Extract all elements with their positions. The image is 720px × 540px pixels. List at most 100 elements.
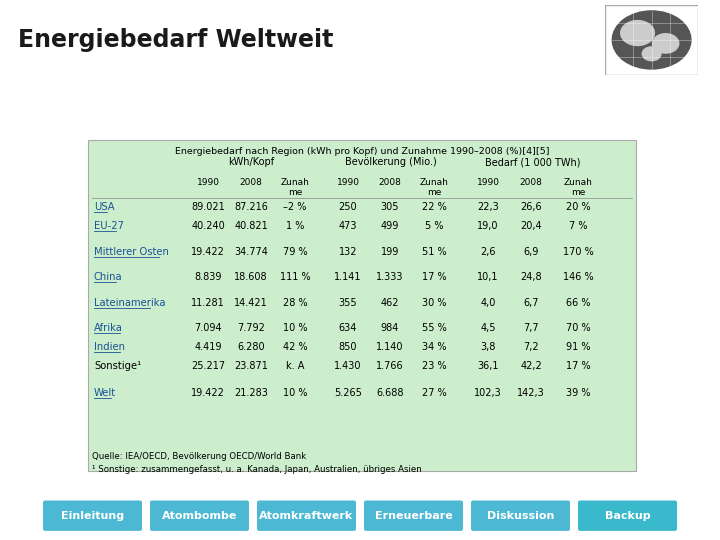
Text: 170 %: 170 % [562,247,593,256]
Text: Zunah
me: Zunah me [281,178,310,197]
Text: Atomkraftwerk: Atomkraftwerk [259,511,354,521]
Text: 1990: 1990 [336,178,359,187]
Text: 42 %: 42 % [283,342,307,353]
Text: Atombombe: Atombombe [162,511,237,521]
Text: 89.021: 89.021 [191,202,225,212]
Text: 34.774: 34.774 [234,247,268,256]
Text: k. A: k. A [286,361,304,372]
Text: 21.283: 21.283 [234,388,268,398]
Text: 4.419: 4.419 [194,342,222,353]
Text: Quelle: IEA/OECD, Bevölkerung OECD/World Bank: Quelle: IEA/OECD, Bevölkerung OECD/World… [92,453,306,461]
Text: Indien: Indien [94,342,125,353]
Text: 984: 984 [381,323,399,334]
Text: 14.421: 14.421 [234,298,268,308]
Text: EU-27: EU-27 [94,221,124,231]
Text: 55 %: 55 % [422,323,446,334]
Text: 10,1: 10,1 [477,272,499,282]
Text: 1.333: 1.333 [377,272,404,282]
Text: Welt: Welt [94,388,116,398]
Text: 1 %: 1 % [286,221,304,231]
Text: 355: 355 [338,298,357,308]
Text: 42,2: 42,2 [520,361,542,372]
Text: 1.430: 1.430 [334,361,361,372]
Text: USA: USA [94,202,114,212]
Text: 19.422: 19.422 [191,388,225,398]
Text: 40.821: 40.821 [234,221,268,231]
Text: 27 %: 27 % [422,388,446,398]
Text: 7.792: 7.792 [237,323,265,334]
Text: 111 %: 111 % [279,272,310,282]
Text: 7,7: 7,7 [523,323,539,334]
Text: 146 %: 146 % [563,272,593,282]
Text: 462: 462 [381,298,400,308]
Text: 22 %: 22 % [422,202,446,212]
FancyBboxPatch shape [43,501,142,531]
Text: 10 %: 10 % [283,388,307,398]
Text: 7,2: 7,2 [523,342,539,353]
Text: 7.094: 7.094 [194,323,222,334]
Text: –2 %: –2 % [283,202,307,212]
Text: 1990: 1990 [477,178,500,187]
Text: kWh/Kopf: kWh/Kopf [228,157,274,167]
Text: 250: 250 [338,202,357,212]
Text: 4,0: 4,0 [480,298,495,308]
Text: 473: 473 [338,221,357,231]
Text: 132: 132 [338,247,357,256]
Text: Zunah
me: Zunah me [564,178,593,197]
Text: 17 %: 17 % [422,272,446,282]
Circle shape [612,11,691,69]
Circle shape [642,47,661,60]
Text: 28 %: 28 % [283,298,307,308]
Text: 39 %: 39 % [566,388,590,398]
FancyBboxPatch shape [578,501,677,531]
Text: 87.216: 87.216 [234,202,268,212]
Text: Energiebedarf Weltweit: Energiebedarf Weltweit [18,28,333,52]
FancyBboxPatch shape [471,501,570,531]
Text: 199: 199 [381,247,399,256]
Text: 11.281: 11.281 [191,298,225,308]
Text: 6.280: 6.280 [237,342,265,353]
Text: 70 %: 70 % [566,323,590,334]
Circle shape [652,33,679,53]
Text: Afrika: Afrika [94,323,123,334]
Text: 17 %: 17 % [566,361,590,372]
Text: 8.839: 8.839 [194,272,222,282]
Text: 305: 305 [381,202,400,212]
FancyBboxPatch shape [150,501,249,531]
FancyBboxPatch shape [88,140,636,471]
Text: Energiebedarf nach Region (kWh pro Kopf) und Zunahme 1990–2008 (%)[4][5]: Energiebedarf nach Region (kWh pro Kopf)… [175,147,549,156]
FancyBboxPatch shape [364,501,463,531]
Text: Diskussion: Diskussion [487,511,554,521]
Text: 20 %: 20 % [566,202,590,212]
Text: 34 %: 34 % [422,342,446,353]
Text: 23 %: 23 % [422,361,446,372]
Text: 19,0: 19,0 [477,221,499,231]
Text: 1.140: 1.140 [377,342,404,353]
Text: 3,8: 3,8 [480,342,495,353]
Text: 30 %: 30 % [422,298,446,308]
Text: Mittlerer Osten: Mittlerer Osten [94,247,169,256]
Text: 5 %: 5 % [425,221,444,231]
Text: 5.265: 5.265 [334,388,362,398]
Text: 79 %: 79 % [283,247,307,256]
FancyBboxPatch shape [257,501,356,531]
Text: 2008: 2008 [240,178,262,187]
Text: 18.608: 18.608 [234,272,268,282]
Text: 10 %: 10 % [283,323,307,334]
Text: 4,5: 4,5 [480,323,496,334]
Text: 6.688: 6.688 [377,388,404,398]
Text: Backup: Backup [605,511,650,521]
Text: 2008: 2008 [520,178,542,187]
Text: 1990: 1990 [197,178,220,187]
Text: Erneuerbare: Erneuerbare [374,511,452,521]
Text: Lateinamerika: Lateinamerika [94,298,166,308]
Text: 850: 850 [338,342,357,353]
Text: Bevölkerung (Mio.): Bevölkerung (Mio.) [345,157,437,167]
Text: 26,6: 26,6 [520,202,542,212]
Text: 1.766: 1.766 [376,361,404,372]
Text: 40.240: 40.240 [191,221,225,231]
Text: 66 %: 66 % [566,298,590,308]
Text: Einleitung: Einleitung [61,511,124,521]
Text: 499: 499 [381,221,399,231]
Text: Bedarf (1 000 TWh): Bedarf (1 000 TWh) [485,157,581,167]
